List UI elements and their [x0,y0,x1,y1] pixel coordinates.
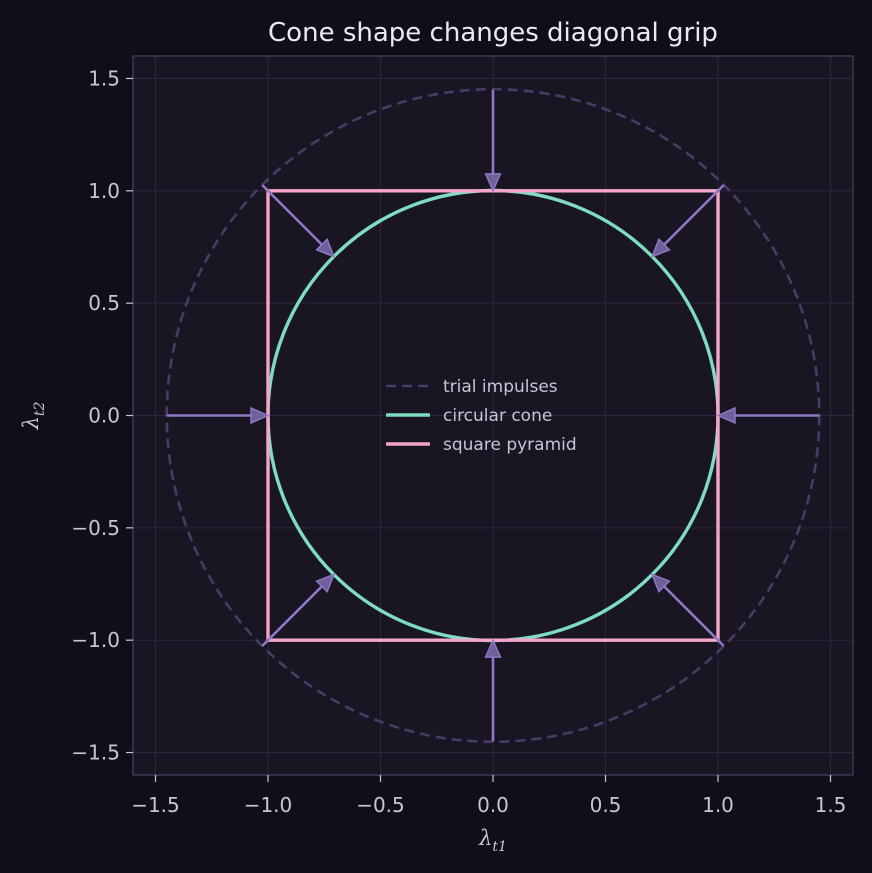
impulse-arrow [484,638,502,742]
arrow-head [650,238,671,258]
x-tick-label: 0.0 [477,793,509,817]
arrow-head [315,238,336,258]
x-tick-label: 0.5 [590,793,622,817]
x-tick-label: 1.0 [702,793,734,817]
impulse-arrow [650,184,725,258]
arrow-head [484,173,502,193]
x-tick-label: −1.5 [131,793,180,817]
impulse-arrow [261,184,336,258]
legend-label: circular cone [443,406,552,426]
y-tick-label: 1.5 [88,66,120,90]
impulse-arrow [261,573,336,647]
legend: trial impulses circular cone square pyrami… [386,377,577,455]
impulse-arrow [650,573,725,647]
arrow-shaft [261,184,323,246]
y-tick-label: 0.5 [88,291,120,315]
arrow-head [650,573,671,593]
legend-label: square pyramid [443,435,577,455]
arrow-head [716,406,736,425]
y-tick-label: 0.0 [88,404,120,428]
legend-label: trial impulses [443,377,558,397]
impulse-arrow [484,89,502,193]
y-tick-label: 1.0 [88,179,120,203]
arrow-shaft [663,585,725,647]
arrows [166,89,820,742]
y-tick-label: −1.5 [71,741,120,765]
x-tick-label: −0.5 [356,793,405,817]
impulse-arrow [716,406,820,425]
arrow-shaft [663,184,725,246]
impulse-arrow [166,406,270,425]
y-tick-label: −0.5 [71,516,120,540]
x-tick-label: −1.0 [244,793,293,817]
arrow-shaft [261,585,323,647]
y-axis-label: λt2 [19,401,48,430]
arrow-head [484,638,502,658]
arrow-head [250,406,270,425]
arrow-head [315,573,336,593]
x-tick-label: 1.5 [815,793,847,817]
chart-title: Cone shape changes diagonal grip [268,18,718,48]
x-axis-label: λt1 [478,826,507,855]
y-tick-label: −1.0 [71,628,120,652]
